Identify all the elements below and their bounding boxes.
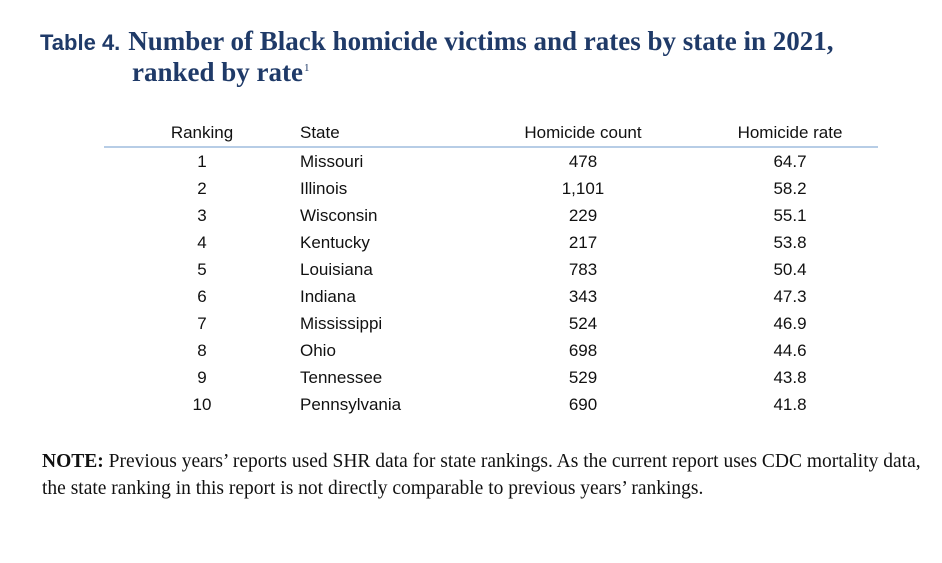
table-row: 9 Tennessee 529 43.8 (104, 364, 878, 391)
homicide-table: Ranking State Homicide count Homicide ra… (104, 115, 878, 418)
table-header: Ranking State Homicide count Homicide ra… (104, 115, 878, 148)
cell-count: 217 (568, 232, 598, 252)
cell-rank: 9 (197, 367, 207, 387)
table-row: 7 Mississippi 524 46.9 (104, 310, 878, 337)
cell-state: Louisiana (300, 259, 373, 279)
cell-rate: 44.6 (773, 340, 807, 360)
cell-rank: 1 (197, 151, 207, 171)
title-text-line-2: ranked by rate (132, 57, 303, 87)
cell-rate: 47.3 (773, 286, 807, 306)
cell-state: Pennsylvania (300, 394, 402, 414)
cell-count: 690 (568, 394, 598, 414)
table-row: 1 Missouri 478 64.7 (104, 147, 878, 175)
table-number-label: Table 4. (40, 30, 121, 55)
cell-rate: 41.8 (773, 394, 807, 414)
table-row: 4 Kentucky 217 53.8 (104, 229, 878, 256)
cell-state: Indiana (300, 286, 356, 306)
cell-state: Mississippi (300, 313, 383, 333)
table-row: 2 Illinois 1,101 58.2 (104, 175, 878, 202)
cell-rate: 53.8 (773, 232, 807, 252)
table-row: 6 Indiana 343 47.3 (104, 283, 878, 310)
table-row: 5 Louisiana 783 50.4 (104, 256, 878, 283)
cell-rank: 7 (197, 313, 207, 333)
cell-count: 478 (568, 151, 598, 171)
cell-count: 1,101 (561, 178, 605, 198)
header-state: State (300, 115, 464, 148)
cell-state: Tennessee (300, 367, 383, 387)
cell-rank: 4 (197, 232, 207, 252)
cell-rank: 2 (197, 178, 207, 198)
table-row: 8 Ohio 698 44.6 (104, 337, 878, 364)
cell-count: 698 (568, 340, 598, 360)
footnote-marker: 1 (304, 62, 310, 74)
table-note: NOTE: Previous years’ reports used SHR d… (42, 448, 922, 502)
cell-rate: 64.7 (773, 151, 807, 171)
note-text: Previous years’ reports used SHR data fo… (42, 451, 921, 499)
cell-rank: 8 (197, 340, 207, 360)
header-row: Ranking State Homicide count Homicide ra… (104, 115, 878, 148)
note-label: NOTE: (42, 451, 104, 472)
cell-rate: 58.2 (773, 178, 807, 198)
header-ranking: Ranking (104, 115, 300, 148)
cell-state: Kentucky (300, 232, 370, 252)
cell-rate: 46.9 (773, 313, 807, 333)
table-title: Table 4. Number of Black homicide victim… (40, 26, 834, 88)
title-line-2: ranked by rate1 (132, 57, 834, 88)
cell-rank: 3 (197, 205, 207, 225)
table-body: 1 Missouri 478 64.7 2 Illinois 1,101 58.… (104, 147, 878, 418)
cell-state: Wisconsin (300, 205, 378, 225)
title-text-line-1: Number of Black homicide victims and rat… (128, 26, 834, 56)
title-line-1: Table 4. Number of Black homicide victim… (40, 26, 834, 57)
cell-rate: 50.4 (773, 259, 807, 279)
cell-state: Missouri (300, 151, 364, 171)
table-row: 10 Pennsylvania 690 41.8 (104, 391, 878, 418)
cell-rank: 6 (197, 286, 207, 306)
cell-count: 343 (568, 286, 598, 306)
cell-count: 229 (568, 205, 598, 225)
cell-rank: 5 (197, 259, 207, 279)
cell-count: 524 (568, 313, 598, 333)
cell-rate: 43.8 (773, 367, 807, 387)
table-row: 3 Wisconsin 229 55.1 (104, 202, 878, 229)
cell-rate: 55.1 (773, 205, 807, 225)
cell-rank: 10 (192, 394, 212, 414)
cell-state: Illinois (300, 178, 348, 198)
cell-count: 529 (568, 367, 598, 387)
header-homicide-count: Homicide count (464, 115, 702, 148)
header-homicide-rate: Homicide rate (702, 115, 878, 148)
cell-count: 783 (568, 259, 598, 279)
cell-state: Ohio (300, 340, 336, 360)
